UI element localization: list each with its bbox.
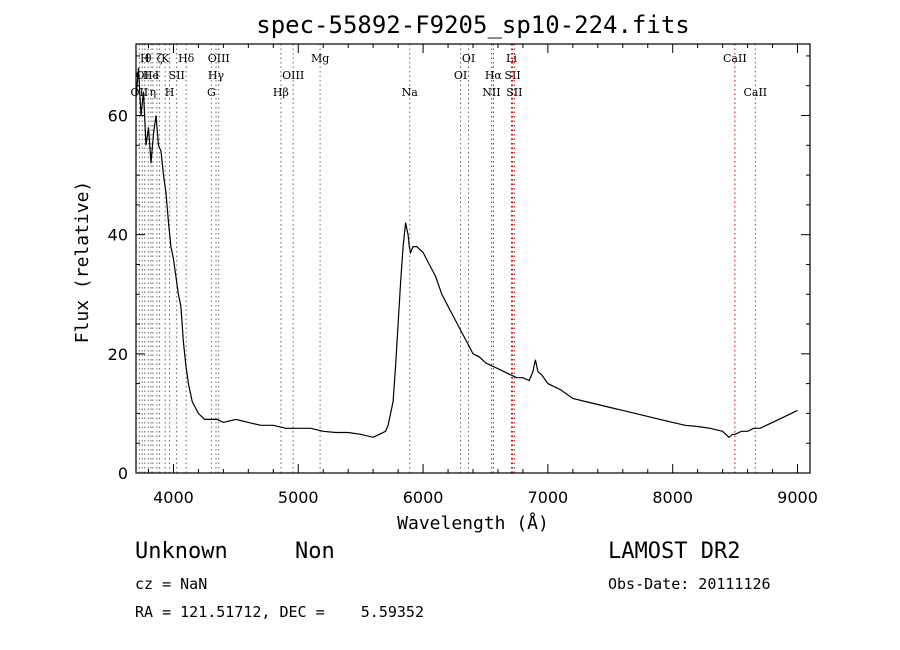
chart-title: spec-55892-F9205_sp10-224.fits: [256, 11, 689, 39]
x-tick-label-4000: 4000: [153, 488, 194, 507]
y-tick-label-20: 20: [108, 345, 128, 364]
coordinates-label: RA = 121.51712, DEC = 5.59352: [135, 603, 424, 621]
line-marker-label-18: Na: [402, 86, 419, 99]
line-marker-label-27: CaII: [743, 86, 767, 99]
line-marker-label-3: θ: [145, 52, 152, 65]
x-tick-label-6000: 6000: [403, 488, 444, 507]
x-tick-label-9000: 9000: [777, 488, 818, 507]
y-axis: 0 20 40 60: [108, 55, 810, 483]
class-label: Unknown: [135, 539, 228, 564]
x-axis: 4000 5000 6000 7000 8000 9000: [147, 44, 818, 507]
line-marker-label-4: He: [143, 69, 159, 82]
x-axis-label: Wavelength (Å): [397, 512, 549, 534]
line-marker-label-22: Hα: [485, 69, 503, 82]
line-marker-label-8: K: [161, 52, 170, 65]
spectrum-chart: spec-55892-F9205_sp10-224.fits OI I OI Hθ He…: [72, 11, 818, 534]
line-marker-label-6: I: [155, 69, 159, 82]
line-marker-label-20: OI: [462, 52, 475, 65]
line-marker-label-25: SII: [506, 86, 522, 99]
x-tick-label-5000: 5000: [278, 488, 319, 507]
y-tick-label-60: 60: [108, 107, 128, 126]
line-marker-label-23: Li: [506, 52, 517, 65]
plot-frame: [135, 43, 811, 474]
line-marker-label-24: SII: [504, 69, 520, 82]
survey-label: LAMOST DR2: [608, 539, 741, 564]
y-tick-label-40: 40: [108, 226, 128, 245]
line-marker-label-11: Hδ: [178, 52, 195, 65]
obs-date-label: Obs-Date: 20111126: [608, 575, 771, 593]
subclass-label: Non: [295, 539, 335, 564]
line-marker-label-16: OIII: [282, 69, 304, 82]
line-marker-label-21: NII: [482, 86, 500, 99]
line-marker-label-12: G: [207, 86, 216, 99]
y-tick-label-0: 0: [118, 464, 128, 483]
line-marker-label-26: CaII: [723, 52, 747, 65]
line-marker-label-14: OIII: [208, 52, 230, 65]
spectrum-line: [135, 67, 798, 439]
x-tick-label-7000: 7000: [528, 488, 569, 507]
line-marker-label-19: OI: [454, 69, 467, 82]
line-marker-label-2: H: [140, 52, 150, 65]
emission-line-markers: OIIOIHθHeηIζKHSIIHδGHγOIIIHβOIIIMgNaOIOI…: [131, 44, 767, 473]
line-marker-label-17: Mg: [311, 52, 329, 65]
line-marker-label-10: SII: [169, 69, 185, 82]
redshift-label: cz = NaN: [135, 575, 208, 593]
line-marker-label-15: Hβ: [273, 86, 289, 99]
y-axis-label: Flux (relative): [72, 181, 93, 344]
line-marker-label-5: η: [150, 86, 157, 99]
line-marker-label-7: ζ: [157, 52, 163, 65]
line-marker-label-9: H: [165, 86, 175, 99]
x-tick-label-8000: 8000: [652, 488, 693, 507]
line-marker-label-13: Hγ: [208, 69, 225, 82]
